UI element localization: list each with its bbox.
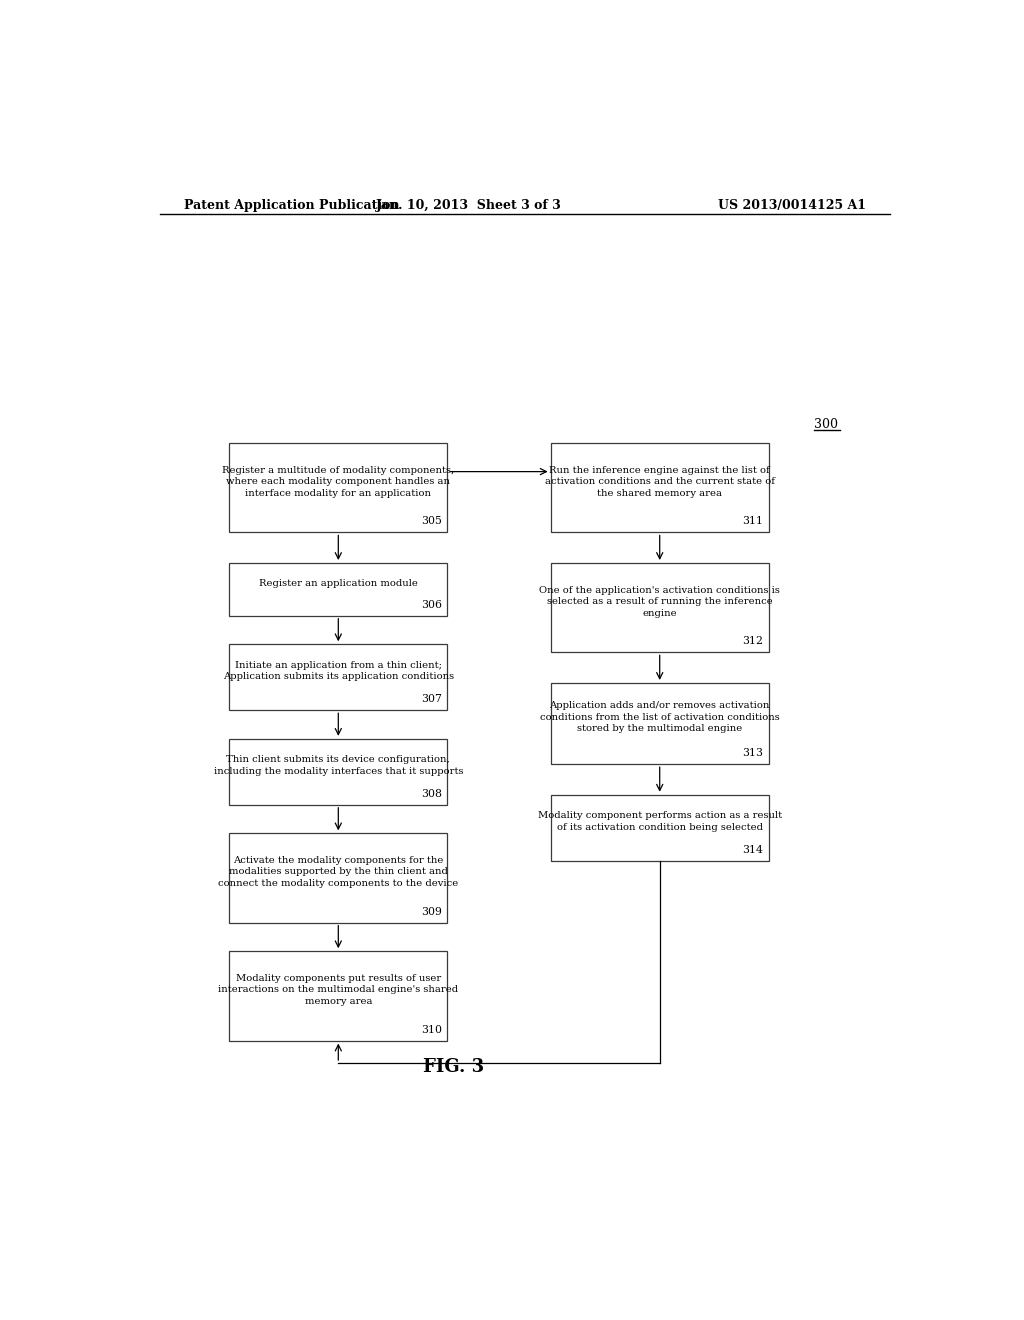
FancyBboxPatch shape — [551, 682, 769, 764]
Text: 307: 307 — [421, 694, 442, 704]
FancyBboxPatch shape — [229, 644, 447, 710]
Text: 300: 300 — [814, 417, 839, 430]
Text: Jan. 10, 2013  Sheet 3 of 3: Jan. 10, 2013 Sheet 3 of 3 — [377, 199, 562, 213]
Text: 314: 314 — [742, 845, 763, 854]
FancyBboxPatch shape — [229, 562, 447, 616]
Text: Thin client submits its device configuration,
including the modality interfaces : Thin client submits its device configura… — [214, 755, 463, 776]
Text: 310: 310 — [421, 1024, 442, 1035]
Text: US 2013/0014125 A1: US 2013/0014125 A1 — [718, 199, 866, 213]
Text: FIG. 3: FIG. 3 — [423, 1057, 484, 1076]
Text: Application adds and/or removes activation
conditions from the list of activatio: Application adds and/or removes activati… — [540, 701, 779, 734]
FancyBboxPatch shape — [229, 833, 447, 923]
Text: 311: 311 — [742, 516, 763, 527]
Text: Initiate an application from a thin client;
Application submits its application : Initiate an application from a thin clie… — [223, 661, 454, 681]
Text: 309: 309 — [421, 907, 442, 916]
FancyBboxPatch shape — [551, 562, 769, 652]
FancyBboxPatch shape — [229, 739, 447, 805]
Text: 313: 313 — [742, 748, 763, 758]
FancyBboxPatch shape — [229, 952, 447, 1040]
Text: 305: 305 — [421, 516, 442, 527]
Text: One of the application's activation conditions is
selected as a result of runnin: One of the application's activation cond… — [540, 586, 780, 618]
Text: Activate the modality components for the
modalities supported by the thin client: Activate the modality components for the… — [218, 855, 459, 888]
Text: Register a multitude of modality components,
where each modality component handl: Register a multitude of modality compone… — [222, 466, 455, 498]
Text: 312: 312 — [742, 636, 763, 647]
Text: Register an application module: Register an application module — [259, 578, 418, 587]
FancyBboxPatch shape — [551, 444, 769, 532]
Text: Run the inference engine against the list of
activation conditions and the curre: Run the inference engine against the lis… — [545, 466, 775, 498]
Text: 308: 308 — [421, 789, 442, 799]
FancyBboxPatch shape — [229, 444, 447, 532]
Text: Patent Application Publication: Patent Application Publication — [183, 199, 399, 213]
Text: 306: 306 — [421, 599, 442, 610]
Text: Modality components put results of user
interactions on the multimodal engine's : Modality components put results of user … — [218, 974, 459, 1006]
Text: Modality component performs action as a result
of its activation condition being: Modality component performs action as a … — [538, 812, 781, 832]
FancyBboxPatch shape — [551, 795, 769, 861]
